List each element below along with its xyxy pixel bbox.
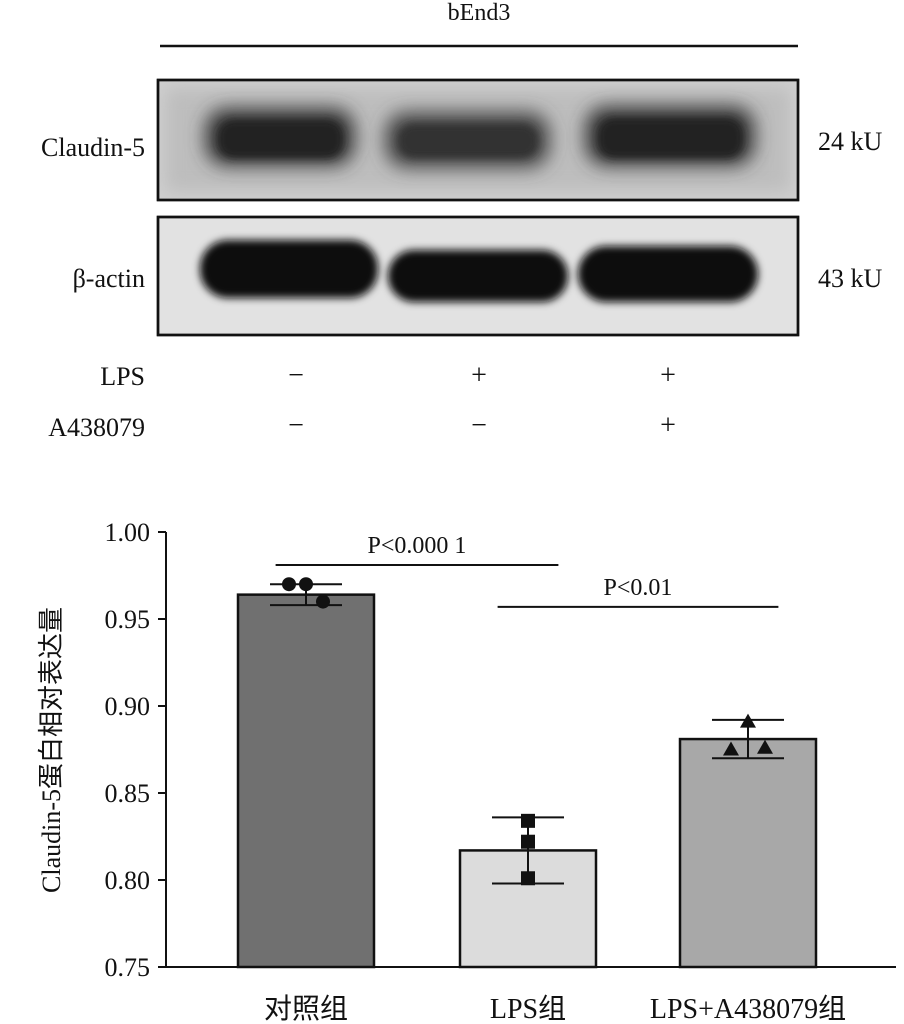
actin-band-1	[200, 240, 378, 298]
western-blot-panel: bEnd3 Claudin-5 24 kU	[41, 0, 883, 442]
actin-blot	[156, 215, 800, 337]
y-tick-label: 0.80	[105, 866, 151, 895]
claudin5-size-label: 24 kU	[818, 127, 883, 156]
actin-row-label: β-actin	[73, 264, 145, 293]
significance-label-1: P<0.000 1	[368, 533, 467, 559]
data-point	[282, 577, 296, 592]
treatment-a438079-sign-1: −	[288, 410, 304, 441]
x-category-label: 对照组	[264, 993, 348, 1024]
treatment-a438079-label: A438079	[48, 413, 145, 442]
y-tick-label: 0.95	[105, 605, 151, 634]
y-tick-label: 0.75	[105, 953, 151, 982]
y-tick-label: 0.85	[105, 779, 151, 808]
data-point	[723, 741, 739, 756]
treatment-lps-label: LPS	[100, 362, 145, 391]
actin-band-3	[578, 246, 758, 302]
data-point	[757, 739, 773, 754]
bar-chart: Claudin-5蛋白相对表达量 0.75 0.80 0.85 0.90 0.95 1.0…	[37, 518, 896, 1024]
actin-size-label: 43 kU	[818, 264, 883, 293]
data-point	[740, 713, 756, 728]
bar-3	[678, 737, 818, 969]
x-category-label: LPS+A438079组	[650, 993, 846, 1024]
data-point	[299, 577, 313, 592]
claudin5-row-label: Claudin-5	[41, 133, 145, 162]
treatment-lps-sign-1: −	[288, 360, 304, 391]
data-point	[316, 594, 330, 609]
claudin5-blot	[156, 78, 800, 202]
y-tick-label: 1.00	[105, 518, 151, 547]
treatment-lps-sign-2: +	[471, 360, 487, 391]
treatment-lps-sign-3: +	[660, 360, 676, 391]
y-axis-title: Claudin-5蛋白相对表达量	[37, 607, 66, 893]
data-point	[521, 871, 535, 886]
bar-1	[236, 593, 376, 969]
actin-band-2	[388, 250, 568, 302]
significance-label-2: P<0.01	[604, 575, 673, 601]
data-point	[521, 834, 535, 849]
y-tick-label: 0.90	[105, 692, 151, 721]
data-point	[521, 813, 535, 828]
treatment-a438079-sign-2: −	[471, 410, 487, 441]
treatment-a438079-sign-3: +	[660, 410, 676, 441]
cell-line-label: bEnd3	[448, 0, 511, 26]
x-category-label: LPS组	[490, 993, 566, 1024]
